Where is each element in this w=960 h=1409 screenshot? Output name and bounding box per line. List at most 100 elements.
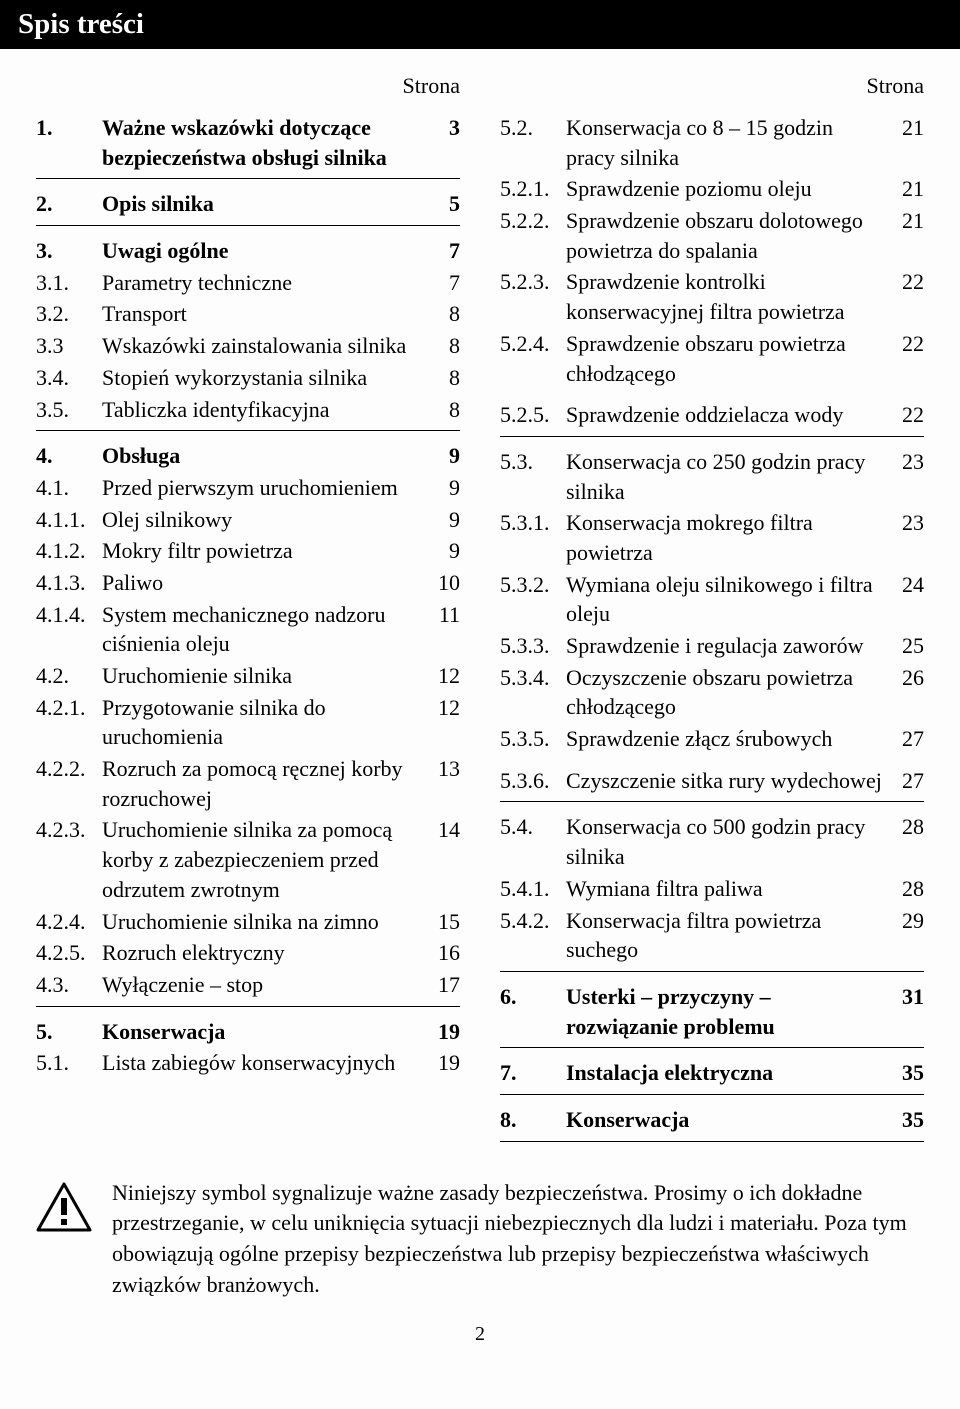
left-column: Strona 1.Ważne wskazówki dotyczące bezpi… bbox=[36, 73, 460, 1152]
toc-row: 4.3.Wyłączenie – stop17 bbox=[36, 970, 460, 1000]
toc-row: 4.2.1.Przygotowanie silnika do uruchomie… bbox=[36, 693, 460, 752]
toc-number: 4.1.1. bbox=[36, 505, 102, 535]
toc-number: 4.1.4. bbox=[36, 600, 102, 630]
divider bbox=[36, 225, 460, 226]
toc-row: 5.2.5.Sprawdzenie oddzielacza wody22 bbox=[500, 400, 924, 430]
toc-row: 5.3.Konserwacja co 250 godzin pracy siln… bbox=[500, 447, 924, 506]
divider bbox=[36, 430, 460, 431]
toc-row: 5.3.4.Oczyszczenie obszaru powietrza chł… bbox=[500, 663, 924, 722]
toc-text: Sprawdzenie poziomu oleju bbox=[566, 174, 890, 204]
toc-row: 5.3.3.Sprawdzenie i regulacja zaworów25 bbox=[500, 631, 924, 661]
toc-number: 4.2. bbox=[36, 661, 102, 691]
toc-number: 3.1. bbox=[36, 268, 102, 298]
toc-text: Uruchomienie silnika bbox=[102, 661, 426, 691]
divider bbox=[500, 971, 924, 972]
toc-number: 7. bbox=[500, 1058, 566, 1088]
toc-text: Opis silnika bbox=[102, 189, 426, 219]
toc-number: 5.2.4. bbox=[500, 329, 566, 359]
divider bbox=[500, 1094, 924, 1095]
toc-text: Wskazówki zainstalowania silnika bbox=[102, 331, 426, 361]
toc-number: 5.2.5. bbox=[500, 400, 566, 430]
toc-page: 27 bbox=[890, 766, 924, 796]
toc-row: 5.Konserwacja19 bbox=[36, 1017, 460, 1047]
toc-text: Instalacja elektryczna bbox=[566, 1058, 890, 1088]
toc-text: Przed pierwszym uruchomieniem bbox=[102, 473, 426, 503]
toc-text: Parametry techniczne bbox=[102, 268, 426, 298]
toc-left: 1.Ważne wskazówki dotyczące bezpieczeńst… bbox=[36, 113, 460, 1078]
toc-number: 6. bbox=[500, 982, 566, 1012]
toc-page: 21 bbox=[890, 113, 924, 143]
toc-row: 4.2.2.Rozruch za pomocą ręcznej korby ro… bbox=[36, 754, 460, 813]
toc-text: Obsługa bbox=[102, 441, 426, 471]
toc-page: 22 bbox=[890, 400, 924, 430]
divider bbox=[500, 1141, 924, 1142]
toc-number: 5.3.5. bbox=[500, 724, 566, 754]
toc-text: Wymiana oleju silnikowego i filtra oleju bbox=[566, 570, 890, 629]
toc-number: 5.4.1. bbox=[500, 874, 566, 904]
toc-page: 8 bbox=[426, 395, 460, 425]
toc-row: 5.2.4.Sprawdzenie obszaru powietrza chło… bbox=[500, 329, 924, 388]
toc-row: 5.3.6.Czyszczenie sitka rury wydechowej2… bbox=[500, 766, 924, 796]
toc-page: 9 bbox=[426, 441, 460, 471]
toc-text: Usterki – przyczyny – rozwiązanie proble… bbox=[566, 982, 890, 1041]
toc-text: Rozruch elektryczny bbox=[102, 938, 426, 968]
toc-text: Sprawdzenie obszaru dolotowego powietrza… bbox=[566, 206, 890, 265]
toc-page: 12 bbox=[426, 693, 460, 723]
toc-number: 5.4. bbox=[500, 812, 566, 842]
toc-row: 3.Uwagi ogólne7 bbox=[36, 236, 460, 266]
toc-page: 22 bbox=[890, 267, 924, 297]
toc-number: 5. bbox=[36, 1017, 102, 1047]
toc-row: 2.Opis silnika5 bbox=[36, 189, 460, 219]
toc-number: 4.2.4. bbox=[36, 907, 102, 937]
warning-icon bbox=[36, 1182, 92, 1237]
toc-number: 3.4. bbox=[36, 363, 102, 393]
toc-page: 35 bbox=[890, 1105, 924, 1135]
toc-page: 3 bbox=[426, 113, 460, 143]
toc-text: System mechanicznego nadzoru ciśnienia o… bbox=[102, 600, 426, 659]
toc-row: 8.Konserwacja35 bbox=[500, 1105, 924, 1135]
toc-row: 6.Usterki – przyczyny – rozwiązanie prob… bbox=[500, 982, 924, 1041]
toc-number: 5.3.2. bbox=[500, 570, 566, 600]
toc-text: Konserwacja co 250 godzin pracy silnika bbox=[566, 447, 890, 506]
toc-text: Sprawdzenie oddzielacza wody bbox=[566, 400, 890, 430]
divider bbox=[36, 1006, 460, 1007]
toc-row: 5.3.5.Sprawdzenie złącz śrubowych27 bbox=[500, 724, 924, 754]
toc-page: 21 bbox=[890, 174, 924, 204]
toc-text: Uruchomienie silnika na zimno bbox=[102, 907, 426, 937]
toc-page: 8 bbox=[426, 299, 460, 329]
warning-note: Niniejszy symbol sygnalizuje ważne zasad… bbox=[36, 1178, 924, 1301]
toc-number: 3.3 bbox=[36, 331, 102, 361]
toc-text: Czyszczenie sitka rury wydechowej bbox=[566, 766, 890, 796]
content: Strona 1.Ważne wskazówki dotyczące bezpi… bbox=[0, 49, 960, 1366]
toc-row: 4.2.3.Uruchomienie silnika za pomocą kor… bbox=[36, 815, 460, 904]
toc-page: 9 bbox=[426, 473, 460, 503]
toc-row: 4.1.Przed pierwszym uruchomieniem9 bbox=[36, 473, 460, 503]
divider bbox=[36, 178, 460, 179]
toc-number: 4.3. bbox=[36, 970, 102, 1000]
toc-page: 8 bbox=[426, 331, 460, 361]
toc-row: 4.1.3.Paliwo10 bbox=[36, 568, 460, 598]
toc-row: 5.2.1.Sprawdzenie poziomu oleju21 bbox=[500, 174, 924, 204]
toc-page: 5 bbox=[426, 189, 460, 219]
toc-page: 28 bbox=[890, 874, 924, 904]
toc-number: 5.2.2. bbox=[500, 206, 566, 236]
toc-number: 5.2.1. bbox=[500, 174, 566, 204]
toc-text: Wymiana filtra paliwa bbox=[566, 874, 890, 904]
toc-page: 17 bbox=[426, 970, 460, 1000]
page-number: 2 bbox=[36, 1323, 924, 1346]
toc-row: 3.4.Stopień wykorzystania silnika8 bbox=[36, 363, 460, 393]
toc-number: 3.5. bbox=[36, 395, 102, 425]
toc-number: 5.2.3. bbox=[500, 267, 566, 297]
toc-text: Konserwacja co 8 – 15 godzin pracy silni… bbox=[566, 113, 890, 172]
toc-number: 4.2.1. bbox=[36, 693, 102, 723]
toc-row: 7.Instalacja elektryczna35 bbox=[500, 1058, 924, 1088]
toc-row: 5.4.Konserwacja co 500 godzin pracy siln… bbox=[500, 812, 924, 871]
toc-row: 5.3.1.Konserwacja mokrego filtra powietr… bbox=[500, 508, 924, 567]
toc-text: Transport bbox=[102, 299, 426, 329]
toc-number: 4.2.2. bbox=[36, 754, 102, 784]
toc-row: 3.1.Parametry techniczne7 bbox=[36, 268, 460, 298]
toc-page: 23 bbox=[890, 508, 924, 538]
columns: Strona 1.Ważne wskazówki dotyczące bezpi… bbox=[36, 73, 924, 1152]
toc-number: 5.4.2. bbox=[500, 906, 566, 936]
toc-row: 5.1.Lista zabiegów konserwacyjnych19 bbox=[36, 1048, 460, 1078]
